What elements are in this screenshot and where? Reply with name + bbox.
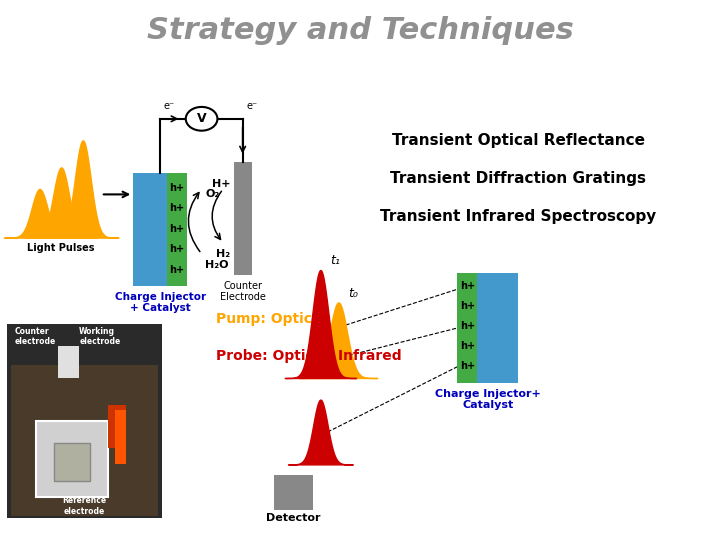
Text: Charge Injector
+ Catalyst: Charge Injector + Catalyst <box>114 292 206 313</box>
Text: h+: h+ <box>459 321 475 331</box>
Text: t₀: t₀ <box>348 287 358 300</box>
Bar <box>108 405 126 448</box>
Text: Reference
electrode: Reference electrode <box>63 496 107 516</box>
Text: Pump: Optical: Pump: Optical <box>216 312 326 326</box>
Text: Light Pulses: Light Pulses <box>27 243 95 253</box>
Text: h+: h+ <box>459 341 475 351</box>
Bar <box>58 346 79 378</box>
Bar <box>234 162 252 275</box>
Text: O₂: O₂ <box>205 190 220 199</box>
Bar <box>36 421 108 497</box>
Text: h+: h+ <box>459 361 475 371</box>
Bar <box>54 443 90 481</box>
Text: h+: h+ <box>169 265 185 275</box>
Text: e⁻: e⁻ <box>246 100 257 111</box>
Text: Counter
electrode: Counter electrode <box>14 327 55 346</box>
Text: h+: h+ <box>459 281 475 291</box>
Text: Probe: Optical, Infrared: Probe: Optical, Infrared <box>216 349 402 363</box>
Text: e⁻: e⁻ <box>163 100 174 111</box>
Text: Strategy and Techniques: Strategy and Techniques <box>147 16 573 45</box>
Bar <box>457 273 518 383</box>
Bar <box>274 475 313 510</box>
Bar <box>11 364 158 516</box>
Circle shape <box>186 107 217 131</box>
Bar <box>115 410 126 464</box>
Text: Counter
Electrode: Counter Electrode <box>220 281 266 302</box>
Text: Charge Injector+
Catalyst: Charge Injector+ Catalyst <box>435 389 541 410</box>
Bar <box>167 173 187 286</box>
Text: h+: h+ <box>169 204 185 213</box>
Text: V: V <box>197 112 207 125</box>
Bar <box>457 273 477 383</box>
Text: H+: H+ <box>212 179 230 188</box>
Text: h+: h+ <box>169 224 185 234</box>
Text: Transient Optical Reflectance: Transient Optical Reflectance <box>392 133 645 148</box>
Text: t₁: t₁ <box>330 254 340 267</box>
Text: Working
electrode: Working electrode <box>79 327 120 346</box>
Bar <box>133 173 187 286</box>
Text: H₂O: H₂O <box>205 260 229 269</box>
Text: h+: h+ <box>459 301 475 311</box>
Text: h+: h+ <box>169 183 185 193</box>
Text: Detector: Detector <box>266 513 320 523</box>
Text: h+: h+ <box>169 245 185 254</box>
Bar <box>7 324 162 518</box>
Text: H₂: H₂ <box>216 249 230 259</box>
Text: Transient Diffraction Gratings: Transient Diffraction Gratings <box>390 171 647 186</box>
Text: Transient Infrared Spectroscopy: Transient Infrared Spectroscopy <box>380 208 657 224</box>
